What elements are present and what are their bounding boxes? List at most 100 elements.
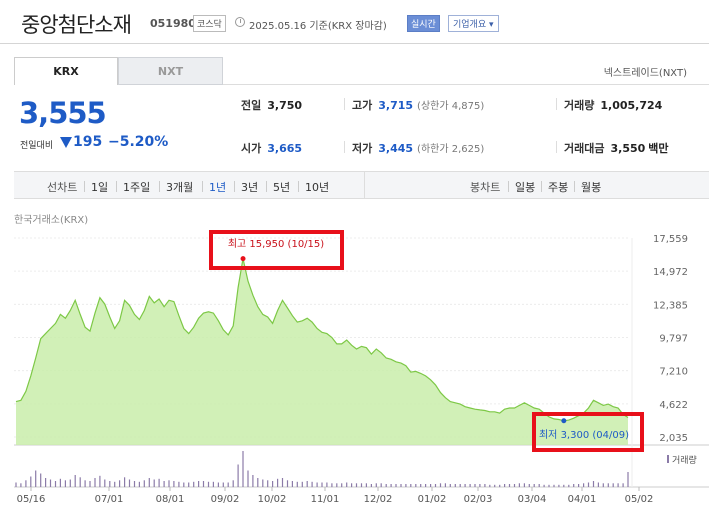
volume-bar [94, 478, 96, 487]
candle-monthly[interactable]: 월봉 [581, 181, 602, 194]
volume-bar [583, 483, 585, 488]
volume-label: 거래량 [672, 454, 697, 466]
period-1d[interactable]: 1일 [91, 181, 109, 194]
x-tick-label: 12/02 [364, 494, 393, 505]
volume-bar [494, 484, 496, 488]
volume-bar [513, 484, 516, 487]
quote-volume: 거래량 1,005,724 [564, 97, 662, 113]
volume-bar [281, 478, 284, 487]
volume-bar [420, 484, 422, 487]
lower-limit: (하한가 2,625) [417, 144, 485, 155]
price-area [16, 258, 628, 445]
tab-nxt[interactable]: NXT [118, 57, 223, 85]
volume-bar [217, 482, 219, 487]
volume-bar [499, 484, 501, 488]
volume-bar [109, 481, 111, 487]
volume-bar [375, 483, 377, 488]
y-tick-label: 4,622 [659, 400, 688, 411]
low-value: 3,445 [378, 142, 414, 155]
low-annotation: 최저 3,300 (04/09) [539, 429, 629, 441]
volume-bar [548, 484, 550, 488]
candle-weekly[interactable]: 주봉 [548, 181, 569, 194]
volume-bar [444, 483, 446, 488]
volume-bar [40, 473, 42, 487]
volume-bar [622, 483, 624, 488]
volume-bar [262, 479, 264, 487]
volume-bar [612, 483, 614, 488]
divider [266, 181, 267, 192]
volume-bar [257, 478, 259, 487]
volume-bar [252, 475, 254, 487]
nextrade-link[interactable]: 넥스트레이드(NXT) [603, 68, 687, 79]
volume-bar [380, 483, 382, 488]
period-5y[interactable]: 5년 [273, 181, 291, 194]
volume-bar [568, 484, 570, 488]
volume-bar [202, 481, 205, 487]
volume-bar [592, 481, 595, 487]
volume-bar [133, 481, 136, 487]
period-1y[interactable]: 1년 [209, 181, 227, 194]
tab-krx[interactable]: KRX [14, 57, 118, 85]
volume-bar [543, 484, 545, 488]
volume-bar [35, 470, 37, 487]
change-label: 전일대비 [20, 141, 54, 151]
stock-header: 중앙첨단소재 051980 코스닥 2025.05.16 기준(KRX 장마감)… [0, 0, 709, 44]
volume-legend-icon [667, 455, 669, 463]
volume-bar [64, 480, 66, 488]
company-overview-button[interactable]: 기업개요 ▾ [448, 15, 499, 32]
volume-bar [99, 475, 101, 488]
volume-bar [173, 481, 175, 487]
volume-bar [331, 483, 333, 488]
volume-bar [114, 481, 116, 488]
x-axis: 05/16 07/01 08/01 09/02 10/02 11/01 12/02 01/02… [17, 487, 653, 505]
y-tick-label: 12,385 [653, 300, 688, 311]
change-percent: −5.20% [108, 134, 169, 150]
volume-bar [306, 481, 308, 487]
x-tick-label: 03/04 [518, 494, 547, 505]
price-line [15, 258, 629, 422]
down-arrow-icon [60, 137, 72, 148]
volume-bar [351, 483, 353, 488]
x-tick-label: 08/01 [156, 494, 185, 505]
low-marker [561, 418, 567, 424]
volume-bar [479, 484, 481, 487]
volume-bar [84, 480, 86, 488]
volume-bar [138, 481, 140, 488]
volume-bar [227, 482, 229, 487]
x-tick-label: 07/01 [95, 494, 124, 505]
divider [116, 181, 117, 192]
volume-bar [124, 477, 126, 488]
period-3y[interactable]: 3년 [241, 181, 259, 194]
volume-bar [89, 481, 91, 487]
volume-bar [198, 481, 200, 487]
divider [159, 181, 160, 192]
volume-bar [311, 481, 313, 488]
x-tick-label: 05/16 [17, 494, 46, 505]
realtime-button[interactable]: 실시간 [407, 15, 440, 32]
divider [556, 141, 557, 153]
volume-bar [183, 482, 185, 487]
volume-bar [355, 483, 358, 488]
candle-daily[interactable]: 일봉 [515, 181, 536, 194]
high-annotation: 최고 15,950 (10/15) [228, 238, 324, 250]
change-value: 195 [73, 134, 103, 150]
volume-bar [212, 481, 214, 488]
volume-bar [104, 479, 106, 487]
y-axis: 17,559 14,972 12,385 9,797 7,210 4,622 2,035 [653, 234, 688, 444]
volume-bar [272, 481, 274, 487]
volume-bar [484, 484, 486, 487]
divider [556, 98, 557, 110]
volume-bar [158, 478, 160, 488]
high-highlight-box [209, 230, 344, 270]
divider [364, 172, 365, 198]
chart-annotations: 최고 15,950 (10/15) 최저 3,300 (04/09) [228, 238, 629, 441]
divider [344, 98, 345, 110]
tab-underline [223, 84, 709, 85]
volume-bar [59, 478, 61, 488]
period-1w[interactable]: 1주일 [123, 181, 151, 194]
period-10y[interactable]: 10년 [305, 181, 330, 194]
period-3m[interactable]: 3개월 [166, 181, 194, 194]
volume-bar [504, 484, 506, 487]
volume-bar [277, 478, 279, 488]
volume-bar [69, 479, 71, 487]
